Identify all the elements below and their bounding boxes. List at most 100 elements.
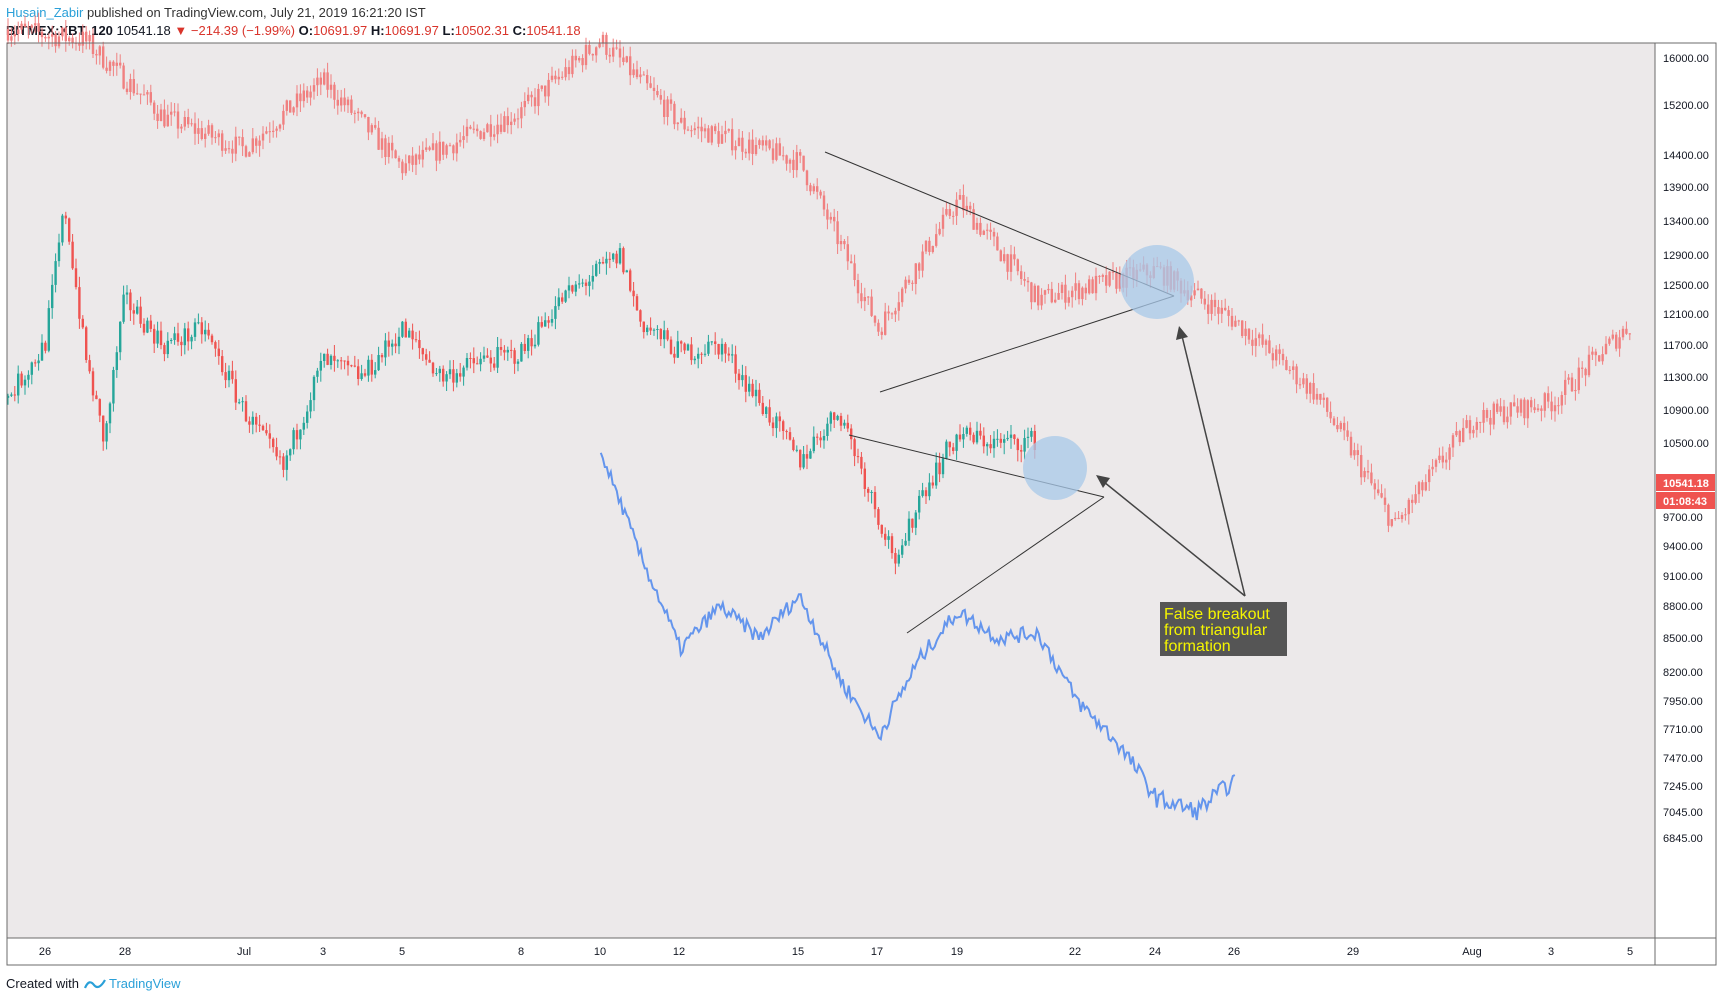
candle-body [656, 329, 659, 330]
overlay-price-line[interactable] [599, 452, 1236, 821]
ghost-candle-body [272, 130, 275, 132]
ghost-candle-body [1587, 354, 1591, 376]
ghost-candle-body [370, 125, 373, 133]
candle-body [190, 336, 193, 342]
ghost-candle-body [394, 150, 397, 159]
x-axis-ticks[interactable]: 26 28 Jul 3 5 8 10 12 15 17 19 22 24 26 29 Aug 3 5 [39, 946, 1633, 958]
ghost-candle-body [748, 139, 751, 154]
ghost-candle-body [1309, 383, 1312, 394]
ghost-candle-body [387, 142, 390, 157]
arrow-head-lower-icon [1096, 475, 1110, 488]
candle-body [588, 281, 591, 286]
ghost-candle-body [833, 216, 836, 222]
ghost-candle-body [1033, 285, 1036, 303]
candle-body [193, 322, 197, 337]
ghost-candle-body [1530, 400, 1533, 408]
annotation-box[interactable] [1160, 602, 1287, 656]
candle-body [622, 248, 625, 273]
ghost-candle-body [1519, 399, 1523, 413]
candle-body [435, 373, 438, 375]
ghost-candle-body [550, 75, 554, 80]
candle-body [486, 355, 489, 358]
candle-body [816, 436, 819, 438]
candle-body [452, 369, 455, 383]
ghost-candle-body [700, 126, 703, 132]
candle-body [975, 430, 979, 443]
candle-body [278, 456, 282, 458]
ghost-candle-body [251, 138, 254, 153]
ghost-candle-body [1608, 338, 1611, 344]
candle-body [850, 428, 853, 440]
ghost-candle-body [1339, 422, 1342, 430]
ghost-candle-body [547, 79, 550, 97]
triangle-upper-lower-trendline[interactable] [879, 295, 1175, 393]
ghost-candle-body [1050, 288, 1053, 303]
ghost-candle-body [353, 112, 356, 114]
y-tick-label: 12100.00 [1663, 309, 1709, 321]
ghost-candle-body [425, 147, 428, 150]
candle-body [965, 427, 968, 434]
ghost-candle-body [673, 103, 676, 125]
ghost-candle-body [1458, 431, 1461, 443]
ghost-candle-body [884, 311, 887, 335]
candle-body [829, 412, 832, 424]
candle-body [255, 416, 258, 425]
chart-frame [6, 42, 1717, 966]
ghost-candle-body [472, 128, 475, 130]
ghost-candle-body [363, 114, 367, 117]
ghost-candle-body [61, 27, 64, 37]
ghost-candle-body [1581, 367, 1584, 369]
candle-body [758, 389, 761, 403]
plot-area[interactable] [7, 43, 1655, 938]
candle-body [153, 328, 156, 344]
created-with-label: Created with [6, 976, 79, 991]
ghost-candle-body [1604, 343, 1608, 355]
candle-body [938, 462, 941, 475]
ghost-candle-body [724, 130, 727, 135]
tradingview-brand-link[interactable]: TradingView [83, 976, 181, 991]
candle-body [785, 431, 788, 433]
y-axis-ticks[interactable]: 16000.00 15200.00 14400.00 13900.00 13400.00… [1663, 53, 1709, 845]
ghost-candle-body [618, 48, 622, 58]
candle-body [856, 456, 860, 458]
candle-body [146, 320, 149, 333]
ghost-candle-body [129, 79, 132, 92]
candle-body [506, 349, 509, 353]
x-tick-label: 17 [871, 946, 883, 958]
arrow-to-upper[interactable] [1181, 335, 1246, 597]
candle-body [557, 297, 560, 307]
ghost-candle-body [340, 97, 343, 106]
ghost-candle-body [1241, 320, 1244, 336]
candle-body [918, 495, 921, 513]
ghost-candle-body [615, 47, 618, 49]
arrow-to-lower[interactable] [1103, 481, 1246, 597]
candle-body [584, 282, 588, 286]
candle-body [530, 338, 533, 347]
ghost-candle-body [1084, 287, 1087, 294]
triangle-lower-lower-trendline[interactable] [906, 496, 1105, 634]
triangle-upper-trendline[interactable] [824, 151, 1175, 297]
ghost-candle-body [598, 43, 601, 48]
candle-body [207, 329, 210, 336]
candle-body [183, 328, 186, 346]
candle-body [367, 359, 370, 376]
breakout-highlight-lower[interactable] [1023, 436, 1087, 500]
candle-body [125, 292, 129, 295]
ghost-candle-body [1448, 447, 1451, 460]
ghost-candle-body [836, 221, 839, 245]
y-tick-label: 7950.00 [1663, 696, 1703, 708]
ghost-candle-body [1023, 279, 1026, 281]
low-label: L: [442, 23, 455, 38]
candle-body [170, 340, 173, 341]
candle-body [248, 421, 251, 425]
candle-body [17, 373, 20, 396]
ghost-candle-body [1346, 430, 1349, 437]
ghost-candle-body [159, 109, 163, 121]
candle-body [625, 270, 628, 273]
breakout-highlight-upper[interactable] [1120, 245, 1194, 319]
ghost-candle-body [782, 155, 785, 157]
ghost-candle-body [241, 137, 244, 147]
ghost-candle-body [1016, 259, 1019, 272]
candle-body [805, 454, 809, 459]
